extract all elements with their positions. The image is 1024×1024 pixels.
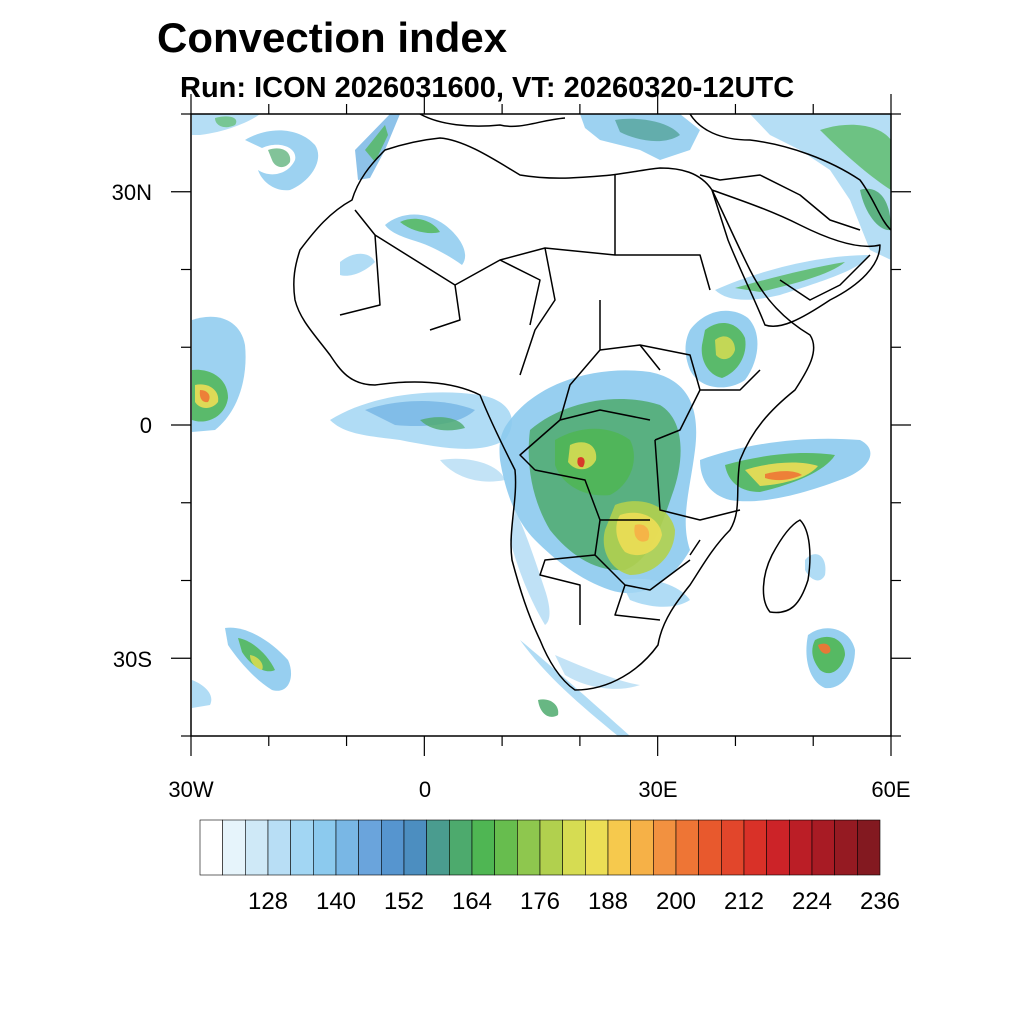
cloud-band	[818, 643, 831, 654]
colorbar-swatch	[721, 819, 745, 876]
colorbar-swatch	[834, 819, 858, 876]
cloud-band	[238, 638, 275, 672]
madagascar-coastline	[762, 519, 811, 614]
colorbar-swatch	[766, 819, 790, 876]
cloud-band	[245, 130, 319, 191]
chart-subtitle: Run: ICON 2026031600, VT: 20260320-12UTC	[180, 72, 795, 104]
colorbar-swatch	[494, 819, 518, 876]
colorbar-label: 152	[383, 888, 425, 915]
coastlines-and-borders	[293, 114, 891, 691]
cloud-band	[520, 640, 630, 736]
cloud-band	[555, 655, 640, 689]
cloud-band	[268, 148, 291, 168]
colorbar	[199, 819, 881, 876]
colorbar-label: 212	[723, 888, 765, 915]
colorbar-label: 224	[791, 888, 833, 915]
lat-label-0: 0	[139, 413, 152, 438]
lat-label-30s: 30S	[112, 647, 152, 672]
colorbar-swatch	[245, 819, 269, 876]
cloud-band	[400, 218, 440, 234]
cloud-band	[577, 457, 585, 468]
cloud-band	[340, 253, 375, 276]
cloud-band	[192, 680, 212, 708]
cloud-band	[615, 118, 680, 142]
colorbar-swatch	[517, 819, 541, 876]
convection-field	[192, 114, 891, 736]
lon-label-0: 0	[418, 777, 432, 802]
colorbar-swatch	[335, 819, 359, 876]
cloud-band	[365, 125, 388, 162]
colorbar-swatch	[290, 819, 314, 876]
cloud-band	[620, 578, 690, 607]
colorbar-swatch	[222, 819, 246, 876]
country-border	[339, 174, 871, 625]
cloud-band	[385, 214, 466, 265]
cloud-band	[420, 417, 465, 431]
cloud-band	[215, 116, 237, 128]
colorbar-swatch	[358, 819, 382, 876]
cloud-band	[634, 524, 650, 542]
colorbar-swatch	[675, 819, 699, 876]
cloud-band	[568, 442, 597, 470]
colorbar-swatch	[562, 819, 586, 876]
colorbar-label: 200	[655, 888, 697, 915]
lon-label-30e: 30E	[638, 777, 678, 802]
colorbar-swatch	[381, 819, 405, 876]
chart-title: Convection index	[157, 14, 508, 61]
cloud-band	[735, 262, 845, 292]
cloud-band	[510, 510, 550, 625]
lon-label-30w: 30W	[168, 777, 214, 802]
lon-label-60e: 60E	[871, 777, 911, 802]
lat-label-30n: 30N	[111, 180, 152, 205]
africa-coastline	[293, 137, 815, 691]
colorbar-swatch	[607, 819, 631, 876]
colorbar-swatch	[199, 819, 223, 876]
cloud-band	[715, 336, 735, 360]
colorbar-swatch	[267, 819, 291, 876]
colorbar-label: 164	[451, 888, 493, 915]
colorbar-swatch	[653, 819, 677, 876]
colorbar-swatch	[426, 819, 450, 876]
colorbar-swatch	[743, 819, 767, 876]
cloud-band	[820, 124, 891, 190]
cloud-band	[538, 699, 559, 717]
cloud-band	[250, 655, 263, 670]
colorbar-swatch	[403, 819, 427, 876]
colorbar-swatch	[789, 819, 813, 876]
cloud-band	[199, 390, 210, 403]
colorbar-label: 236	[859, 888, 901, 915]
arabia-coastline	[711, 189, 881, 327]
colorbar-swatch	[471, 819, 495, 876]
colorbar-swatch	[698, 819, 722, 876]
colorbar-swatch	[539, 819, 563, 876]
colorbar-label: 128	[247, 888, 289, 915]
cloud-band	[440, 458, 505, 482]
colorbar-swatch	[630, 819, 654, 876]
colorbar-label: 140	[315, 888, 357, 915]
colorbar-swatch	[585, 819, 609, 876]
colorbar-swatch	[857, 819, 881, 876]
colorbar-label: 188	[587, 888, 629, 915]
europe-coastline	[419, 114, 891, 231]
colorbar-swatch	[449, 819, 473, 876]
cloud-band	[765, 471, 802, 481]
colorbar-label: 176	[519, 888, 561, 915]
axis-ticks	[171, 94, 911, 756]
colorbar-swatch	[313, 819, 337, 876]
colorbar-swatch	[811, 819, 835, 876]
